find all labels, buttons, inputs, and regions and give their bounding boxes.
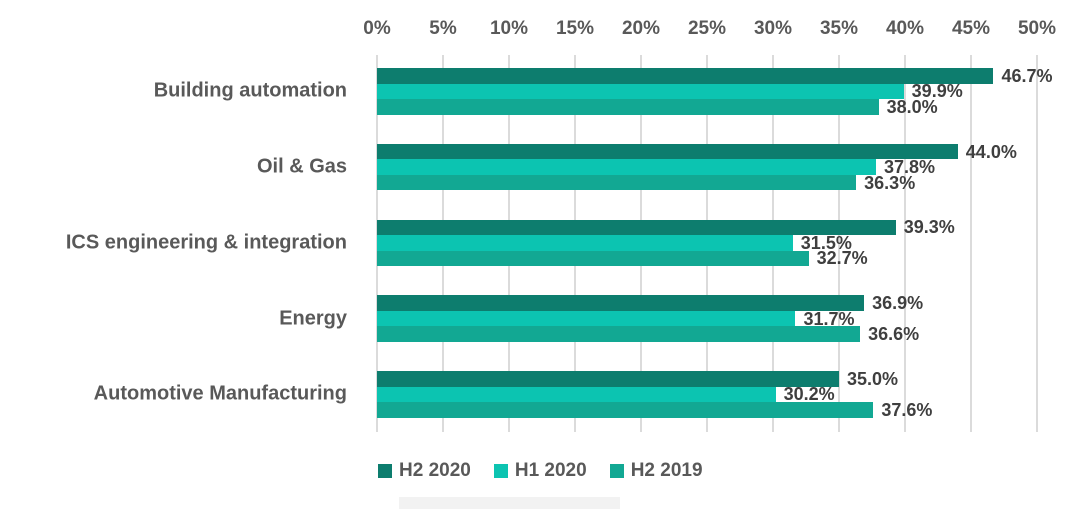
bottom-strip bbox=[399, 497, 620, 509]
legend-swatch-icon bbox=[378, 463, 392, 478]
bar bbox=[377, 68, 994, 84]
bar-value-label: 39.3% bbox=[903, 217, 955, 238]
bar-value-label: 31.5% bbox=[800, 232, 852, 253]
bar bbox=[377, 219, 896, 235]
legend-label: H2 2020 bbox=[399, 460, 471, 481]
legend-item: H2 2019 bbox=[609, 460, 703, 481]
x-tick-label: 50% bbox=[1017, 18, 1057, 39]
bar-value-label: 36.9% bbox=[872, 293, 924, 313]
bar bbox=[377, 143, 958, 160]
x-axis: 0% 5% 10% 15% 20% 25% 30% 35% 40% 45% 50% bbox=[363, 18, 1056, 44]
legend-swatch-icon bbox=[609, 463, 624, 478]
bar bbox=[377, 371, 839, 387]
bar-value-label: 44.0% bbox=[965, 141, 1017, 162]
x-tick-label: 10% bbox=[489, 18, 529, 39]
x-tick-label: 15% bbox=[555, 18, 595, 39]
bar-value-label: 35.0% bbox=[847, 368, 899, 389]
gridline bbox=[838, 55, 840, 432]
legend: H2 2020 H1 2020 H2 2019 bbox=[378, 461, 703, 480]
bar bbox=[377, 83, 904, 99]
legend-item: H2 2020 bbox=[378, 461, 471, 480]
x-tick-label: 45% bbox=[951, 18, 991, 39]
gridline bbox=[970, 55, 972, 432]
bar-value-label: 31.7% bbox=[803, 308, 855, 329]
bar bbox=[377, 402, 874, 418]
bar-value-label: 36.6% bbox=[868, 324, 920, 344]
bar-value-label: 39.9% bbox=[911, 81, 963, 102]
category-label: Building automation bbox=[153, 79, 347, 102]
bar bbox=[377, 235, 793, 251]
x-tick-label: 35% bbox=[819, 18, 859, 39]
bar-value-label: 37.8% bbox=[883, 157, 935, 177]
category-label: Automotive Manufacturing bbox=[93, 382, 347, 405]
y-axis-category-labels: Building automation Oil & Gas ICS engineer… bbox=[0, 55, 347, 432]
gridline bbox=[904, 55, 906, 432]
bar bbox=[377, 174, 857, 191]
category-label: Energy bbox=[279, 307, 347, 329]
x-tick-label: 5% bbox=[429, 18, 457, 39]
bar bbox=[377, 326, 861, 342]
x-tick-label: 40% bbox=[885, 18, 925, 39]
bar bbox=[377, 295, 865, 311]
x-tick-label: 30% bbox=[753, 18, 793, 39]
bar bbox=[377, 310, 796, 327]
bar-value-label: 46.7% bbox=[1001, 65, 1053, 86]
bar-value-label: 32.7% bbox=[816, 248, 868, 269]
bar bbox=[377, 250, 809, 266]
x-tick-label: 20% bbox=[621, 18, 661, 39]
gridline bbox=[1036, 55, 1038, 432]
plot-area: 46.7% 39.9% 38.0% 44.0% 37.8% 36.3% 39.3% 31.5%… bbox=[376, 55, 1052, 432]
x-tick-label: 0% bbox=[363, 18, 391, 39]
legend-label: H2 2019 bbox=[630, 460, 703, 481]
legend-swatch-icon bbox=[493, 463, 508, 478]
bar-value-label: 38.0% bbox=[886, 96, 938, 117]
bar bbox=[377, 99, 879, 115]
legend-label: H1 2020 bbox=[514, 460, 587, 481]
bar-value-label: 37.6% bbox=[881, 399, 933, 420]
category-label: Oil & Gas bbox=[256, 155, 347, 178]
category-label: ICS engineering & integration bbox=[65, 231, 347, 254]
legend-item: H1 2020 bbox=[493, 460, 587, 481]
bar-value-label: 30.2% bbox=[783, 384, 835, 405]
bar-value-label: 36.3% bbox=[864, 172, 916, 193]
bar bbox=[377, 386, 776, 402]
x-tick-label: 25% bbox=[687, 18, 727, 39]
bar bbox=[377, 159, 876, 175]
